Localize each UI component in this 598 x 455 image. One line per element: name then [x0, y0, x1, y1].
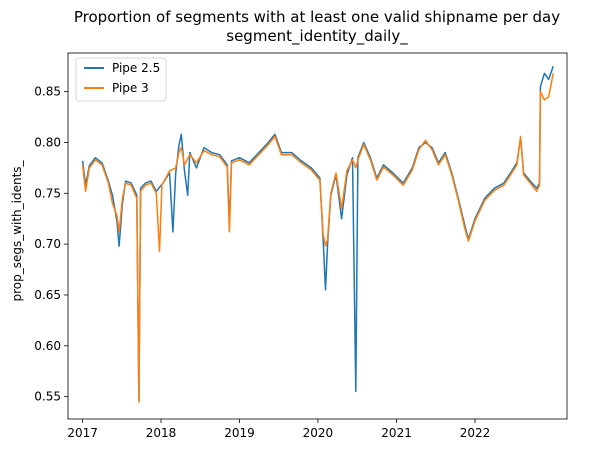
x-tick-label: 2018 [146, 426, 177, 440]
legend: Pipe 2.5 Pipe 3 [75, 57, 167, 102]
legend-label-pipe-2-5: Pipe 2.5 [112, 61, 160, 75]
y-tick-label: 0.75 [34, 186, 61, 200]
x-tick-label: 2020 [303, 426, 334, 440]
y-tick-label: 0.65 [34, 288, 61, 302]
chart-subtitle: segment_identity_daily_ [226, 27, 408, 46]
y-axis-label: prop_segs_with_idents_ [10, 159, 24, 301]
x-tick-label: 2017 [67, 426, 98, 440]
y-tick-label: 0.60 [34, 339, 61, 353]
chart-title: Proportion of segments with at least one… [74, 8, 560, 26]
series-line-pipe-2-5 [81, 65, 554, 403]
x-tick-label: 2019 [224, 426, 255, 440]
series-line-pipe-3 [81, 73, 554, 403]
y-tick-label: 0.55 [34, 390, 61, 404]
y-tick-label: 0.80 [34, 135, 61, 149]
x-tick-label: 2021 [381, 426, 412, 440]
legend-label-pipe-3: Pipe 3 [112, 81, 149, 95]
y-tick-label: 0.85 [34, 85, 61, 99]
plot-frame [67, 52, 568, 420]
x-tick-label: 2022 [460, 426, 491, 440]
axes-layer: 0.55 0.60 0.65 0.70 0.75 0.80 0.85 2017 2018 2019… [34, 85, 490, 440]
y-tick-label: 0.70 [34, 237, 61, 251]
series-layer [81, 65, 554, 403]
